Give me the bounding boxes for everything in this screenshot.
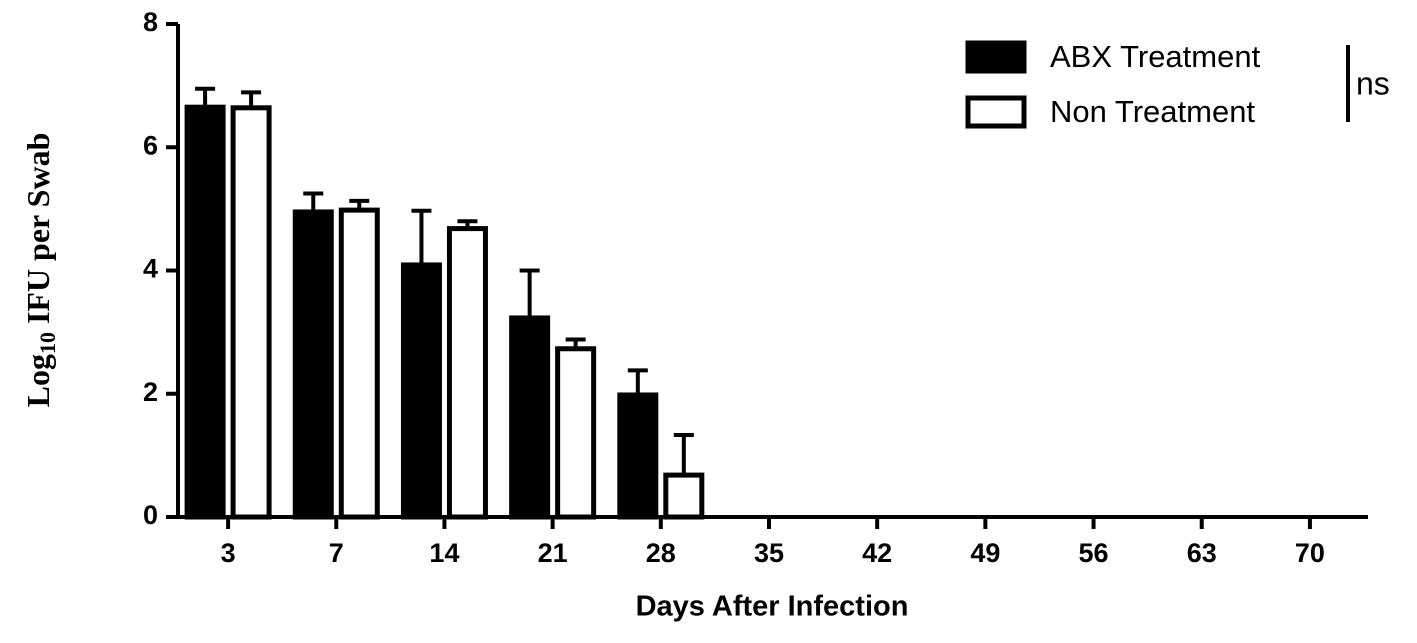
- x-tick-label: 7: [329, 538, 344, 568]
- bar: [555, 346, 597, 520]
- bar: [446, 226, 488, 520]
- legend-swatch: [965, 40, 1027, 74]
- error-bar: [519, 268, 540, 318]
- x-tick-label: 42: [862, 538, 892, 568]
- x-tick-label: 63: [1187, 538, 1217, 568]
- legend-label: ABX Treatment: [1050, 39, 1261, 74]
- y-tick-label: 2: [143, 377, 158, 407]
- y-tick-label: 6: [143, 130, 158, 160]
- y-tick-label: 0: [143, 500, 158, 530]
- legend-swatch: [965, 95, 1027, 129]
- x-axis-label: Days After Infection: [636, 591, 909, 623]
- error-bar: [195, 86, 216, 108]
- y-label-base: Log: [20, 354, 56, 407]
- error-bar: [241, 90, 262, 108]
- y-label-rest: IFU per Swab: [20, 133, 56, 324]
- bar: [509, 315, 551, 520]
- bar: [292, 209, 334, 520]
- y-label-subscript: 10: [35, 332, 60, 354]
- x-tick-label: 35: [754, 538, 784, 568]
- error-bar: [411, 208, 432, 265]
- x-tick-label: 70: [1295, 538, 1325, 568]
- bar: [184, 104, 226, 520]
- x-tick-label: 28: [646, 538, 676, 568]
- error-bar: [627, 368, 648, 395]
- bar: [617, 392, 659, 520]
- legend-label: Non Treatment: [1050, 94, 1255, 129]
- y-tick-label: 8: [143, 7, 158, 37]
- error-bar: [673, 433, 694, 476]
- error-bar: [303, 191, 324, 212]
- bar: [400, 262, 442, 520]
- x-tick-label: 21: [538, 538, 568, 568]
- x-tick-label: 49: [970, 538, 1000, 568]
- x-tick-label: 14: [429, 538, 459, 568]
- annotation: ns: [1356, 65, 1390, 101]
- x-tick-label: 56: [1079, 538, 1109, 568]
- x-tick-label: 3: [221, 538, 236, 568]
- bar: [663, 472, 705, 520]
- bar: [338, 207, 380, 520]
- bar: [230, 105, 272, 520]
- y-tick-label: 4: [143, 254, 158, 284]
- y-axis-label: Log10 IFU per Swab: [20, 133, 60, 408]
